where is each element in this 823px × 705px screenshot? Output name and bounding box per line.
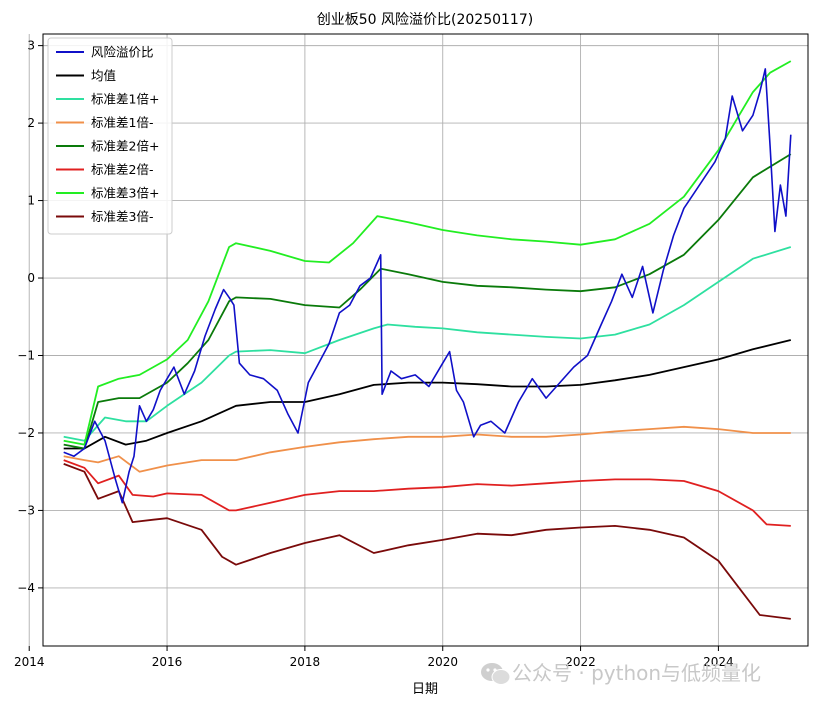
x-axis-title: 日期 bbox=[412, 682, 438, 697]
legend-box bbox=[47, 37, 173, 235]
y-tick-label: 1 bbox=[27, 194, 35, 208]
y-tick-label: 3 bbox=[27, 39, 35, 53]
x-tick-label: 2018 bbox=[290, 655, 321, 669]
legend-entry: 标准差2倍- bbox=[91, 162, 153, 177]
legend-entry: 标准差3倍- bbox=[91, 209, 153, 224]
series-layer bbox=[63, 60, 792, 620]
y-tick-label: −2 bbox=[17, 426, 35, 440]
y-tick-label: −4 bbox=[17, 581, 35, 595]
x-tick-label: 2016 bbox=[152, 655, 183, 669]
x-tick-label: 2014 bbox=[14, 655, 45, 669]
y-tick-label: 2 bbox=[27, 116, 35, 130]
legend-entry: 标准差3倍+ bbox=[91, 186, 159, 201]
legend-entry: 标准差1倍- bbox=[91, 115, 153, 130]
chart-title: 创业板50 风险溢价比(20250117) bbox=[317, 12, 533, 28]
series-line-5 bbox=[63, 459, 791, 527]
series-line-0 bbox=[63, 68, 792, 504]
y-tick-label: −3 bbox=[17, 503, 35, 517]
series-line-2 bbox=[63, 246, 792, 442]
x-tick-label: 2022 bbox=[565, 655, 596, 669]
series-line-3 bbox=[63, 425, 791, 473]
legend-entry: 标准差2倍+ bbox=[91, 139, 159, 154]
legend-entry: 均值 bbox=[91, 68, 116, 83]
y-tick-label: −1 bbox=[17, 348, 35, 362]
x-tick-label: 2024 bbox=[703, 655, 734, 669]
y-tick-label: 0 bbox=[27, 271, 35, 285]
x-tick-label: 2020 bbox=[427, 655, 458, 669]
wechat-icon bbox=[481, 663, 511, 685]
series-line-1 bbox=[63, 339, 792, 450]
series-line-6 bbox=[63, 60, 792, 446]
y-axis-ticks: −4 −3 −2 −1 0 1 2 3 bbox=[17, 39, 43, 595]
series-line-7 bbox=[63, 463, 791, 620]
legend-entry: 风险溢价比 bbox=[91, 45, 154, 60]
watermark-text: 公众号 · python与低频量化 bbox=[512, 661, 761, 685]
watermark: 公众号 · python与低频量化 bbox=[481, 661, 761, 685]
legend-entry: 标准差1倍+ bbox=[91, 92, 159, 107]
x-axis-ticks: 2014 2016 2018 2020 2022 2024 bbox=[14, 646, 734, 669]
plot-frame bbox=[42, 33, 809, 647]
